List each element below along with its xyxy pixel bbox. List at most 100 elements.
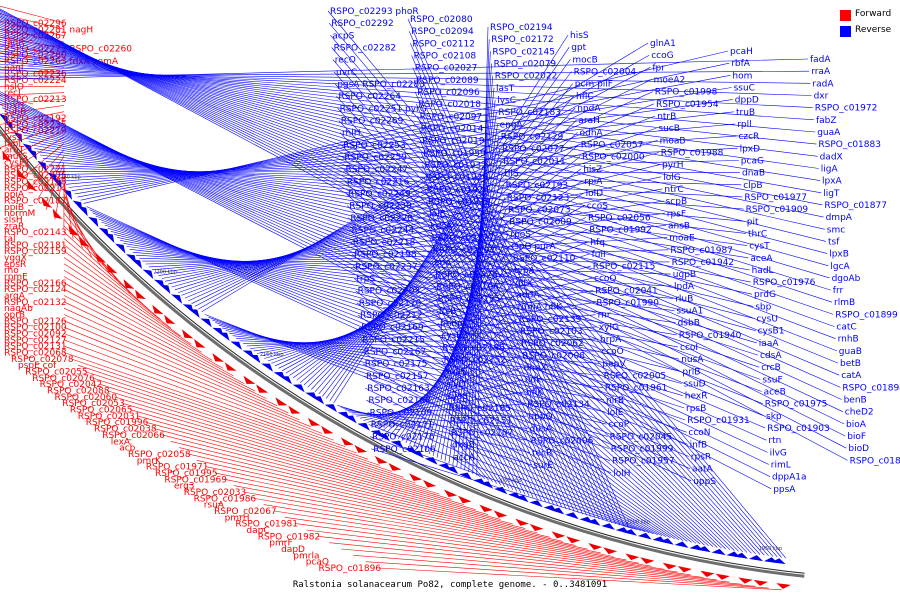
gene-label: fabI xyxy=(4,139,21,149)
reverse-feature-mark xyxy=(115,243,126,254)
gene-label: mocB xyxy=(572,55,597,65)
gene-label: RSPO_c02076 xyxy=(32,374,95,384)
gene-label: hisS xyxy=(570,31,589,41)
gene-label: RSPO_c01976 xyxy=(753,278,816,288)
forward-feature-mark xyxy=(135,289,146,300)
forward-feature-mark xyxy=(700,570,715,577)
gene-leader-line xyxy=(98,218,687,433)
forward-feature-mark xyxy=(551,531,566,539)
reverse-feature-mark xyxy=(0,114,8,126)
gene-leader-line xyxy=(365,561,769,589)
gene-label: ccoS xyxy=(587,201,608,211)
forward-feature-mark xyxy=(753,579,768,586)
gene-leader-line xyxy=(187,453,551,538)
gene-leader-line xyxy=(344,409,529,441)
gene-leader-line xyxy=(114,396,440,495)
gene-leader-line xyxy=(95,215,688,445)
gene-leader-line xyxy=(303,132,578,386)
gene-leader-line xyxy=(371,448,633,529)
gene-label: RSPO_c02197 xyxy=(433,246,496,256)
gene-label: RSPO_c02042 xyxy=(40,380,103,390)
gene-label: RSPO_c02027 xyxy=(415,64,478,74)
gene-label: RSPO_c02058 xyxy=(128,450,191,460)
gene-leader-line xyxy=(332,59,769,556)
reverse-feature-mark xyxy=(438,463,452,471)
gene-label: lolH xyxy=(613,469,630,479)
gene-label: RSPO_c02000 xyxy=(582,153,645,163)
gene-label: pcm pilF xyxy=(575,80,613,90)
gene-label: uppS xyxy=(693,477,716,487)
gene-label: pit xyxy=(747,217,759,227)
gene-leader-line xyxy=(0,58,809,80)
gene-label: npdA xyxy=(577,104,601,114)
gene-label: ccoG xyxy=(651,51,673,61)
forward-legend-swatch xyxy=(840,10,851,21)
gene-leader-line xyxy=(401,257,512,441)
gene-leader-line xyxy=(63,181,74,239)
gene-leader-line xyxy=(444,395,502,486)
gene-label: RSPO_c02009 xyxy=(509,218,572,228)
gene-label: RSPO_c02006 xyxy=(531,437,594,447)
gene-label: aatA xyxy=(692,465,714,475)
reverse-feature-mark xyxy=(182,304,194,314)
gene-label: RSPO_c02014 xyxy=(421,125,484,135)
gene-label: ccoQ xyxy=(594,274,617,284)
reverse-feature-mark xyxy=(543,505,558,513)
gene-label: cysB1 xyxy=(758,327,785,337)
gene-label: pspE cof xyxy=(18,361,57,371)
gene-label: RSPO_c02057 xyxy=(581,141,644,151)
scale-tick-label: 2100 kbp xyxy=(375,422,399,428)
gene-leader-line xyxy=(419,140,587,516)
reverse-feature-mark xyxy=(27,149,37,161)
gene-label: pepV xyxy=(602,359,626,369)
gene-label: RSPO_c01894 xyxy=(842,383,900,393)
gene-leader-line xyxy=(337,108,752,554)
gene-label: RSPO_c02218 xyxy=(353,238,416,248)
gene-leader-line xyxy=(54,168,65,220)
gene-leader-line xyxy=(440,347,518,492)
forward-feature-mark xyxy=(194,338,206,348)
forward-feature-mark xyxy=(224,362,237,371)
gene-label: rlmB xyxy=(834,298,855,308)
reverse-legend-swatch xyxy=(840,26,851,37)
genome-caption: Ralstonia solanacearum Po82, complete ge… xyxy=(292,580,608,590)
gene-leader-line xyxy=(353,266,697,544)
gene-label: nirB xyxy=(606,396,624,406)
forward-feature-mark xyxy=(52,208,63,220)
gene-leader-line xyxy=(296,156,581,381)
gene-label: bioD xyxy=(848,444,869,454)
gene-label: moaE xyxy=(669,234,695,244)
reverse-feature-mark xyxy=(37,160,47,172)
reverse-feature-mark xyxy=(623,529,637,536)
gene-leader-line xyxy=(354,278,692,543)
gene-leader-line xyxy=(295,523,691,576)
gene-label: rluB xyxy=(675,294,693,304)
gene-leader-line xyxy=(0,25,835,327)
gene-label: RSPO_c02038 xyxy=(94,425,157,435)
gene-leader-line xyxy=(63,257,192,345)
gene-leader-line xyxy=(184,103,655,299)
gene-label: scpB xyxy=(666,197,688,207)
gene-label: RSPO_c02145 xyxy=(492,47,555,57)
gene-label: sucB xyxy=(658,124,680,134)
gene-leader-line xyxy=(378,330,519,429)
gene-leader-line xyxy=(0,70,810,77)
gene-label: hom xyxy=(732,71,752,81)
gene-label: rpsR xyxy=(691,453,711,463)
gene-label: RSPO_c01981 xyxy=(235,520,298,530)
gene-leader-line xyxy=(68,111,735,188)
gene-leader-line xyxy=(71,99,733,191)
gene-leader-line xyxy=(145,421,489,515)
forward-feature-mark xyxy=(640,557,655,564)
gene-label: pgsA RSPO_c02283 xyxy=(337,80,425,90)
gene-leader-line xyxy=(437,322,526,495)
gene-label: typA xyxy=(514,266,536,276)
gene-leader-line xyxy=(64,352,357,454)
gene-leader-line xyxy=(63,288,245,384)
gene-label: RSPO_c02123 xyxy=(507,193,570,203)
gene-leader-line xyxy=(306,529,704,578)
gene-leader-line xyxy=(243,491,627,561)
gene-label: RSPO_c02152 xyxy=(444,356,507,366)
gene-label: ansB xyxy=(668,221,690,231)
gene-leader-line xyxy=(407,18,629,528)
